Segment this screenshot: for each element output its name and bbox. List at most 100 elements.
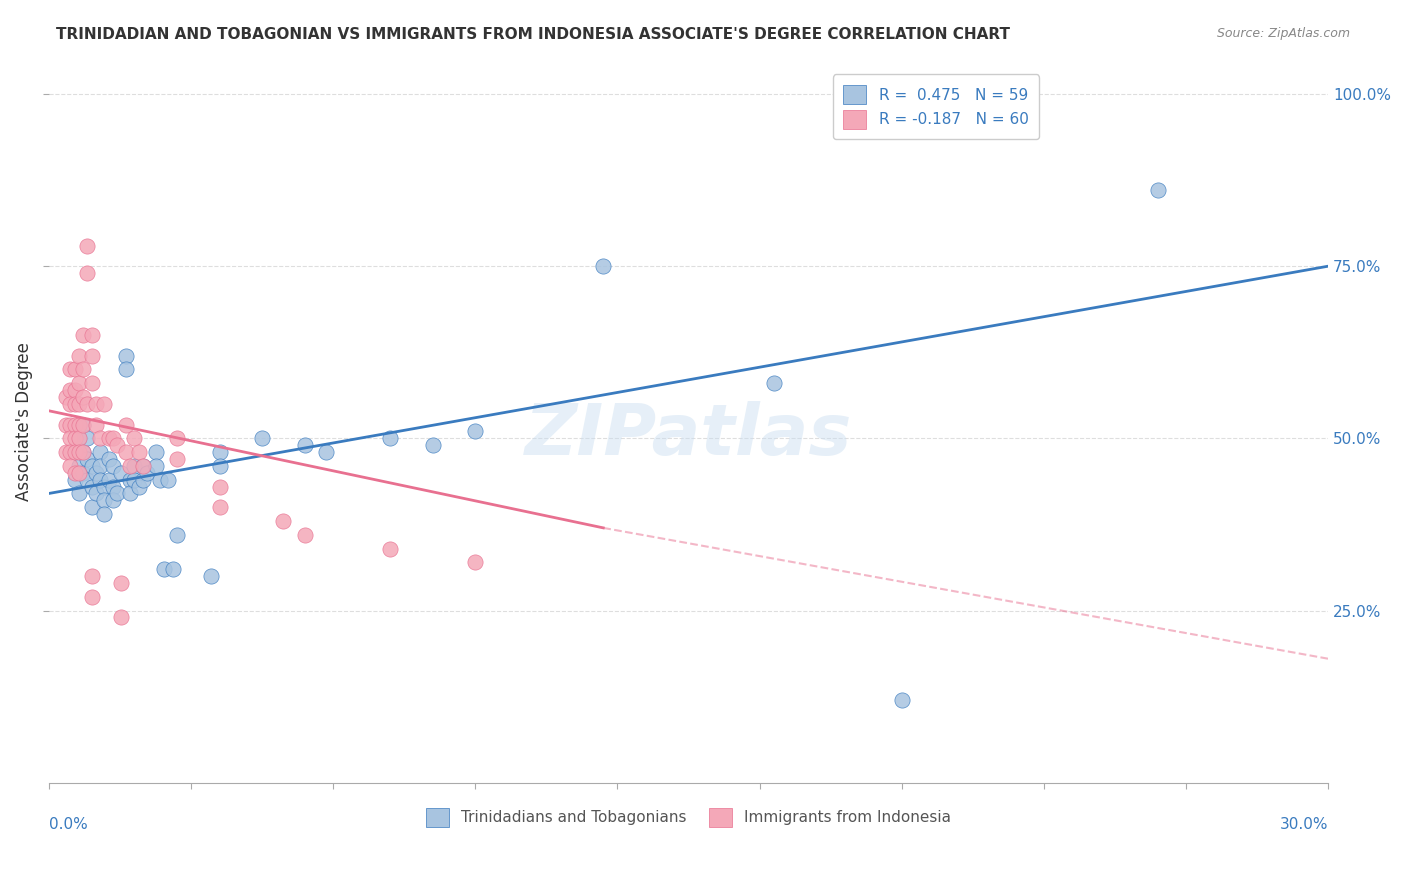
Point xyxy=(67,486,90,500)
Point xyxy=(122,473,145,487)
Point xyxy=(208,500,231,515)
Point xyxy=(59,362,82,376)
Text: 0.0%: 0.0% xyxy=(49,817,87,832)
Point xyxy=(114,362,136,376)
Point xyxy=(76,238,98,252)
Point xyxy=(166,528,188,542)
Point xyxy=(89,431,111,445)
Point xyxy=(157,473,180,487)
Point xyxy=(166,452,188,467)
Point xyxy=(890,693,912,707)
Point xyxy=(93,397,115,411)
Point xyxy=(59,431,82,445)
Point xyxy=(76,452,98,467)
Point xyxy=(464,555,486,569)
Point xyxy=(63,473,86,487)
Point xyxy=(162,562,184,576)
Point xyxy=(208,479,231,493)
Point xyxy=(67,431,90,445)
Point xyxy=(110,576,132,591)
Point xyxy=(63,445,86,459)
Text: TRINIDADIAN AND TOBAGONIAN VS IMMIGRANTS FROM INDONESIA ASSOCIATE'S DEGREE CORRE: TRINIDADIAN AND TOBAGONIAN VS IMMIGRANTS… xyxy=(56,27,1011,42)
Point xyxy=(55,445,77,459)
Point xyxy=(114,349,136,363)
Point xyxy=(84,466,107,480)
Point xyxy=(67,431,90,445)
Point xyxy=(97,452,120,467)
Point xyxy=(101,479,124,493)
Point xyxy=(101,431,124,445)
Point xyxy=(55,390,77,404)
Point xyxy=(72,328,94,343)
Point xyxy=(762,376,785,391)
Point xyxy=(118,473,141,487)
Point xyxy=(80,458,103,473)
Point xyxy=(1146,184,1168,198)
Point xyxy=(67,397,90,411)
Point xyxy=(72,445,94,459)
Point xyxy=(122,431,145,445)
Point xyxy=(110,466,132,480)
Point xyxy=(166,431,188,445)
Point xyxy=(145,458,167,473)
Point xyxy=(200,569,222,583)
Point xyxy=(67,466,90,480)
Text: 30.0%: 30.0% xyxy=(1279,817,1329,832)
Point xyxy=(110,610,132,624)
Text: ZIPatlas: ZIPatlas xyxy=(524,401,852,470)
Point xyxy=(72,417,94,432)
Point xyxy=(63,431,86,445)
Point xyxy=(315,445,337,459)
Point xyxy=(59,417,82,432)
Point xyxy=(59,445,82,459)
Point xyxy=(208,445,231,459)
Point xyxy=(114,417,136,432)
Point xyxy=(80,590,103,604)
Point xyxy=(294,528,316,542)
Point xyxy=(118,486,141,500)
Point xyxy=(132,473,155,487)
Point xyxy=(105,438,128,452)
Point xyxy=(118,458,141,473)
Point xyxy=(59,383,82,397)
Point xyxy=(97,431,120,445)
Point xyxy=(132,458,155,473)
Point xyxy=(136,466,159,480)
Point xyxy=(273,514,295,528)
Point xyxy=(84,417,107,432)
Point xyxy=(132,458,155,473)
Point xyxy=(101,493,124,508)
Point xyxy=(63,417,86,432)
Point xyxy=(128,445,150,459)
Point xyxy=(153,562,176,576)
Point xyxy=(63,466,86,480)
Text: Source: ZipAtlas.com: Source: ZipAtlas.com xyxy=(1216,27,1350,40)
Point xyxy=(592,259,614,273)
Point xyxy=(80,479,103,493)
Point xyxy=(67,349,90,363)
Point xyxy=(145,445,167,459)
Point xyxy=(72,362,94,376)
Point xyxy=(114,445,136,459)
Point xyxy=(122,458,145,473)
Point xyxy=(63,397,86,411)
Point xyxy=(76,473,98,487)
Point xyxy=(63,362,86,376)
Point xyxy=(59,458,82,473)
Point xyxy=(67,458,90,473)
Point xyxy=(84,486,107,500)
Point xyxy=(59,397,82,411)
Point xyxy=(63,445,86,459)
Point xyxy=(72,466,94,480)
Point xyxy=(89,473,111,487)
Point xyxy=(67,445,90,459)
Point xyxy=(149,473,172,487)
Point xyxy=(55,417,77,432)
Point xyxy=(67,417,90,432)
Point xyxy=(72,390,94,404)
Point xyxy=(80,500,103,515)
Point xyxy=(80,569,103,583)
Point xyxy=(93,479,115,493)
Point xyxy=(97,473,120,487)
Point xyxy=(67,376,90,391)
